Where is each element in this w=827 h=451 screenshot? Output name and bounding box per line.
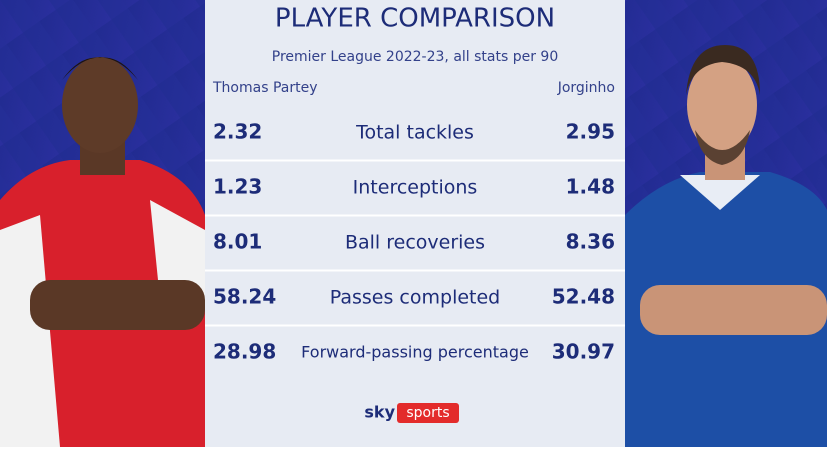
- right-player-figure: [625, 45, 827, 447]
- subtitle: Premier League 2022-23, all stats per 90: [272, 49, 559, 65]
- left-value: 8.01: [213, 230, 262, 254]
- left-player-figure: [0, 57, 205, 447]
- title: PLAYER COMPARISON: [275, 4, 555, 34]
- logo-badge: [397, 403, 459, 423]
- logo-sports: sports: [406, 405, 449, 421]
- right-value: 8.36: [566, 230, 615, 254]
- left-value: 1.23: [213, 175, 262, 199]
- stat-label: Ball recoveries: [345, 232, 485, 254]
- panel: [205, 0, 625, 447]
- right-value: 30.97: [552, 340, 615, 364]
- right-value: 2.95: [566, 120, 615, 144]
- right-value: 52.48: [552, 285, 615, 309]
- right-value: 1.48: [566, 175, 615, 199]
- logo: sky sports: [364, 403, 459, 423]
- logo-sky: sky: [364, 403, 395, 422]
- stat-label: Forward-passing percentage: [301, 343, 529, 362]
- stat-label: Passes completed: [330, 287, 500, 309]
- stat-label: Total tackles: [355, 122, 474, 144]
- left-value: 2.32: [213, 120, 262, 144]
- stat-label: Interceptions: [353, 177, 478, 199]
- left-value: 58.24: [213, 285, 276, 309]
- left-value: 28.98: [213, 340, 276, 364]
- right-player-name: Jorginho: [557, 80, 615, 96]
- left-player-name: Thomas Partey: [212, 80, 318, 96]
